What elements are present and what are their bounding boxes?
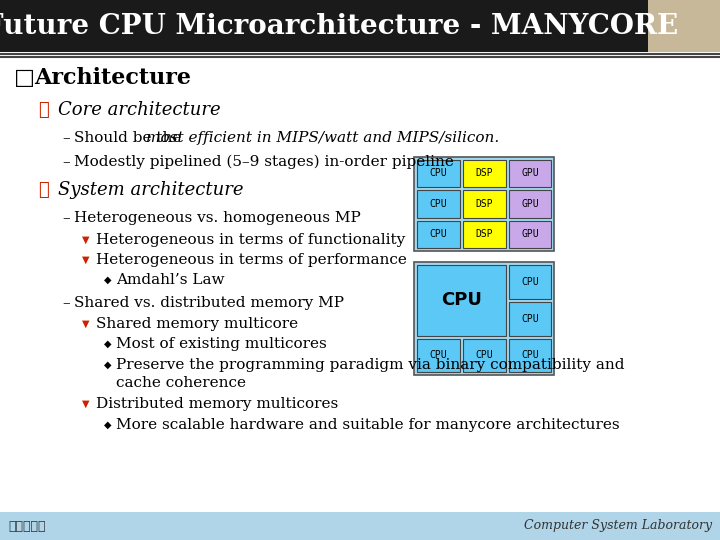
Bar [417,190,460,218]
Text: Amdahl’s Law: Amdahl’s Law [116,273,225,287]
Text: System architecture: System architecture [58,181,243,199]
Text: DSP: DSP [475,199,493,209]
Bar [414,157,554,251]
Text: –: – [62,155,70,169]
Text: ▼: ▼ [82,235,89,245]
Text: –: – [62,131,70,145]
Text: GPU: GPU [521,168,539,178]
Text: Shared vs. distributed memory MP: Shared vs. distributed memory MP [74,296,344,310]
Text: Modestly pipelined (5–9 stages) in-order pipeline: Modestly pipelined (5–9 stages) in-order… [74,155,454,169]
Text: Shared memory multicore: Shared memory multicore [96,317,298,331]
Bar [508,302,552,335]
Text: DSP: DSP [475,168,493,178]
Text: GPU: GPU [521,199,539,209]
Text: Distributed memory multicores: Distributed memory multicores [96,397,338,411]
Text: Ⓠ: Ⓠ [38,181,49,199]
Text: ▼: ▼ [82,319,89,329]
Bar [508,190,552,218]
Bar [417,265,505,335]
Bar [508,265,552,299]
Text: Most of existing multicores: Most of existing multicores [116,337,327,351]
Bar [414,262,554,375]
Text: cache coherence: cache coherence [116,376,246,390]
Bar [508,339,552,372]
Text: Architecture: Architecture [34,67,191,89]
Bar [0,0,720,52]
Text: Heterogeneous in terms of functionality: Heterogeneous in terms of functionality [96,233,405,247]
Text: CPU: CPU [430,199,447,209]
Text: Future CPU Microarchitecture - MANYCORE: Future CPU Microarchitecture - MANYCORE [0,12,678,39]
Text: –: – [62,296,70,310]
Text: CPU: CPU [521,277,539,287]
Text: Computer System Laboratory: Computer System Laboratory [524,519,712,532]
Text: ▼: ▼ [82,255,89,265]
Text: ◆: ◆ [104,339,112,349]
Text: Heterogeneous vs. homogeneous MP: Heterogeneous vs. homogeneous MP [74,211,361,225]
Bar [508,160,552,187]
Text: Preserve the programming paradigm via binary compatibility and: Preserve the programming paradigm via bi… [116,358,624,372]
Text: CPU: CPU [430,230,447,239]
Text: CPU: CPU [521,314,539,323]
Text: Core architecture: Core architecture [58,101,220,119]
Text: CPU: CPU [430,350,447,360]
Text: More scalable hardware and suitable for manycore architectures: More scalable hardware and suitable for … [116,418,620,432]
Text: GPU: GPU [521,230,539,239]
Bar [417,339,460,372]
Text: ◆: ◆ [104,275,112,285]
Text: ▼: ▼ [82,399,89,409]
Bar [0,512,720,540]
Text: DSP: DSP [475,230,493,239]
Text: CPU: CPU [430,168,447,178]
Text: most efficient in MIPS/watt and MIPS/silicon.: most efficient in MIPS/watt and MIPS/sil… [146,131,499,145]
Bar [417,160,460,187]
Bar [417,221,460,248]
Text: ◆: ◆ [104,360,112,370]
Text: CPU: CPU [521,350,539,360]
Text: –: – [62,211,70,225]
Text: Should be the: Should be the [74,131,186,145]
Text: 高麗大學校: 高麗大學校 [8,519,45,532]
Text: ◆: ◆ [104,420,112,430]
Bar [463,339,505,372]
Text: CPU: CPU [441,291,482,309]
Bar [463,160,505,187]
Text: Ⓠ: Ⓠ [38,101,49,119]
Text: CPU: CPU [475,350,493,360]
Text: □: □ [14,68,35,88]
Bar [463,190,505,218]
Bar [648,0,720,52]
Bar [508,221,552,248]
Text: Heterogeneous in terms of performance: Heterogeneous in terms of performance [96,253,407,267]
Bar [463,221,505,248]
